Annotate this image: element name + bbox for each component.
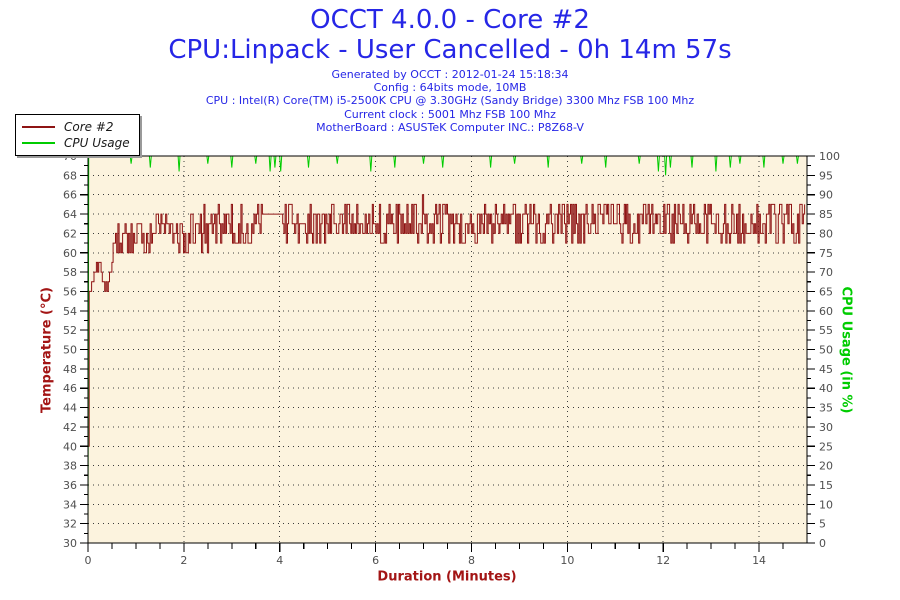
y-axis-title-cpu-usage: CPU Usage (in %) bbox=[838, 286, 854, 414]
x-tick-label: 12 bbox=[656, 554, 670, 567]
y-left-tick-label: 54 bbox=[63, 305, 77, 318]
y-left-tick-label: 68 bbox=[63, 169, 77, 182]
y-right-tick-label: 65 bbox=[819, 285, 833, 298]
x-axis-title-duration: Duration (Minutes) bbox=[377, 569, 517, 585]
x-tick-label: 6 bbox=[372, 554, 379, 567]
y-left-tick-label: 46 bbox=[63, 382, 77, 395]
x-tick-label: 10 bbox=[560, 554, 574, 567]
y-left-tick-label: 52 bbox=[63, 324, 77, 337]
y-left-tick-label: 56 bbox=[63, 285, 77, 298]
y-right-tick-label: 90 bbox=[819, 189, 833, 202]
y-right-tick-label: 85 bbox=[819, 208, 833, 221]
y-right-tick-label: 35 bbox=[819, 402, 833, 415]
y-left-tick-label: 38 bbox=[63, 460, 77, 473]
y-right-tick-label: 5 bbox=[819, 518, 826, 531]
report-info-block: Generated by OCCT : 2012-01-24 15:18:34 … bbox=[0, 68, 900, 134]
y-right-tick-label: 15 bbox=[819, 479, 833, 492]
x-tick-label: 14 bbox=[752, 554, 766, 567]
legend-item-core2: Core #2 bbox=[22, 119, 130, 135]
legend-label-core2: Core #2 bbox=[64, 120, 114, 134]
info-motherboard: MotherBoard : ASUSTeK Computer INC.: P8Z… bbox=[316, 120, 584, 134]
legend-label-cpu-usage: CPU Usage bbox=[64, 136, 130, 150]
y-right-tick-label: 20 bbox=[819, 460, 833, 473]
y-left-tick-label: 64 bbox=[63, 208, 77, 221]
info-generated: Generated by OCCT : 2012-01-24 15:18:34 bbox=[331, 68, 569, 81]
y-right-tick-label: 100 bbox=[819, 150, 840, 163]
y-right-tick-label: 45 bbox=[819, 363, 833, 376]
x-tick-label: 0 bbox=[85, 554, 92, 567]
y-right-tick-label: 40 bbox=[819, 382, 833, 395]
y-right-tick-label: 10 bbox=[819, 498, 833, 511]
y-left-tick-label: 42 bbox=[63, 421, 77, 434]
cpu-usage-line-swatch bbox=[22, 142, 55, 144]
y-right-tick-label: 60 bbox=[819, 305, 833, 318]
info-cpu: CPU : Intel(R) Core(TM) i5-2500K CPU @ 3… bbox=[205, 94, 695, 108]
x-tick-label: 2 bbox=[180, 554, 187, 567]
y-left-tick-label: 36 bbox=[63, 479, 77, 492]
info-current-clock: Current clock : 5001 Mhz FSB 100 Mhz bbox=[344, 107, 556, 121]
y-left-tick-label: 60 bbox=[63, 247, 77, 260]
chart-legend: Core #2 CPU Usage bbox=[15, 114, 140, 156]
info-config: Config : 64bits mode, 10MB bbox=[373, 81, 527, 95]
y-left-tick-label: 34 bbox=[63, 498, 77, 511]
y-left-tick-label: 58 bbox=[63, 266, 77, 279]
legend-item-cpu-usage: CPU Usage bbox=[22, 135, 130, 151]
y-left-tick-label: 40 bbox=[63, 440, 77, 453]
y-right-tick-label: 75 bbox=[819, 247, 833, 260]
report-title: OCCT 4.0.0 - Core #2 bbox=[310, 5, 590, 35]
y-left-tick-label: 44 bbox=[63, 402, 77, 415]
y-right-tick-label: 30 bbox=[819, 421, 833, 434]
y-right-tick-label: 25 bbox=[819, 440, 833, 453]
y-right-tick-label: 80 bbox=[819, 227, 833, 240]
y-right-tick-label: 95 bbox=[819, 169, 833, 182]
core2-line-swatch bbox=[22, 126, 55, 128]
y-left-tick-label: 50 bbox=[63, 344, 77, 357]
y-axis-title-temperature: Temperature (°C) bbox=[39, 287, 55, 413]
y-right-tick-label: 55 bbox=[819, 324, 833, 337]
y-right-tick-label: 70 bbox=[819, 266, 833, 279]
y-left-tick-label: 30 bbox=[63, 537, 77, 550]
y-left-tick-label: 66 bbox=[63, 189, 77, 202]
core2-temperature-line bbox=[88, 194, 806, 447]
y-right-tick-label: 0 bbox=[819, 537, 826, 550]
y-left-tick-label: 48 bbox=[63, 363, 77, 376]
x-tick-label: 4 bbox=[276, 554, 283, 567]
x-tick-label: 8 bbox=[468, 554, 475, 567]
plot-background bbox=[88, 156, 807, 543]
report-subtitle: CPU:Linpack - User Cancelled - 0h 14m 57… bbox=[168, 35, 732, 65]
y-left-tick-label: 62 bbox=[63, 227, 77, 240]
y-left-tick-label: 32 bbox=[63, 518, 77, 531]
y-right-tick-label: 50 bbox=[819, 344, 833, 357]
